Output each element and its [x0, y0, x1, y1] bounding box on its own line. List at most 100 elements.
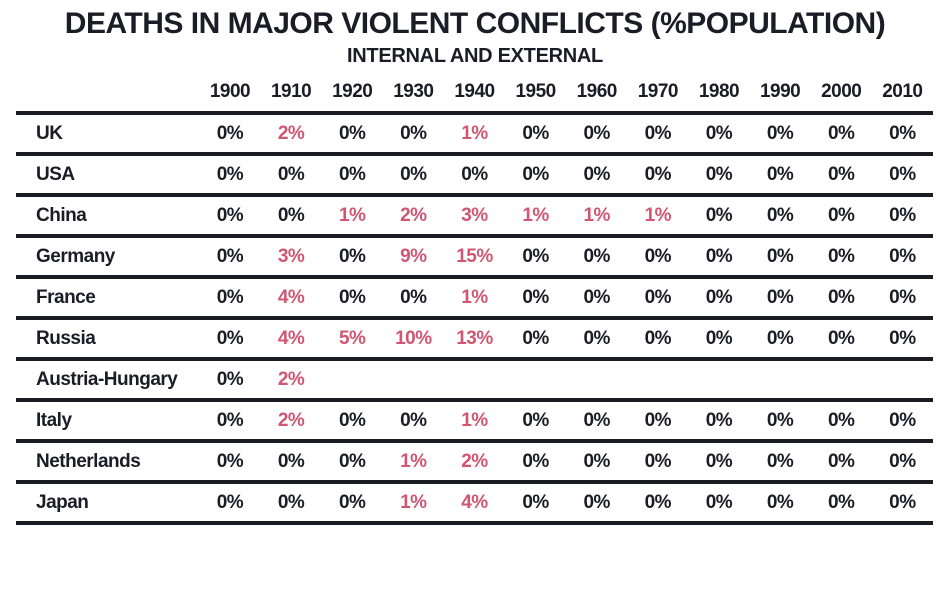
row-label-country: France — [36, 286, 96, 308]
cell-value — [811, 359, 872, 400]
cell-value: 0% — [400, 409, 427, 431]
cell-value: 0% — [644, 245, 672, 267]
cell-value: 0% — [705, 491, 733, 513]
cell-value: 0% — [216, 204, 244, 226]
column-header-year: 1950 — [515, 81, 556, 102]
cell-value: 0% — [522, 286, 549, 308]
cell-value: 15% — [456, 245, 493, 267]
cell-value: 2% — [461, 450, 488, 472]
row-label-country: Netherlands — [36, 450, 141, 472]
cell-value: 2% — [277, 409, 305, 431]
cell-value: 0% — [889, 491, 916, 513]
cell-value: 0% — [889, 204, 916, 226]
cell-value: 3% — [461, 204, 488, 226]
cell-value: 0% — [400, 163, 427, 185]
page-title: DEATHS IN MAJOR VIOLENT CONFLICTS (%POPU… — [64, 7, 886, 40]
cell-value: 0% — [889, 450, 916, 472]
cell-value: 0% — [766, 327, 794, 349]
row-label-country: China — [36, 204, 87, 226]
cell-value: 1% — [461, 409, 488, 431]
cell-value: 0% — [766, 204, 794, 226]
cell-value: 0% — [827, 163, 855, 185]
cell-value: 0% — [705, 409, 733, 431]
cell-value: 0% — [644, 122, 672, 144]
table-row: UK 0% 2% 0% 0% 1% 0% 0% 0% 0% 0% 0% 0% — [16, 113, 933, 154]
cell-value: 0% — [705, 327, 733, 349]
table-row: Austria-Hungary 0% 2% — [16, 359, 933, 400]
cell-value: 0% — [216, 327, 244, 349]
row-label-country: Russia — [36, 327, 96, 349]
cell-value: 0% — [644, 450, 672, 472]
cell-value: 0% — [522, 409, 549, 431]
row-label-country: Italy — [36, 409, 72, 431]
cell-value: 13% — [456, 327, 493, 349]
cell-value — [750, 359, 811, 400]
row-label-country: Germany — [36, 245, 115, 267]
cell-value: 0% — [827, 491, 855, 513]
cell-value: 0% — [583, 163, 610, 185]
cell-value: 0% — [216, 245, 244, 267]
row-label-country: UK — [36, 122, 63, 144]
cell-value: 0% — [461, 163, 488, 185]
cell-value: 1% — [583, 204, 610, 226]
column-header-year: 2000 — [821, 81, 862, 102]
cell-value: 0% — [889, 163, 916, 185]
cell-value: 0% — [522, 450, 549, 472]
column-header-year: 1960 — [576, 81, 618, 102]
column-header-year: 1970 — [637, 81, 679, 102]
cell-value: 1% — [400, 450, 427, 472]
cell-value: 0% — [338, 409, 366, 431]
cell-value: 10% — [395, 327, 432, 349]
column-header-year: 1990 — [759, 81, 801, 102]
cell-value: 1% — [338, 204, 366, 226]
cell-value: 0% — [338, 245, 366, 267]
page-subtitle: INTERNAL AND EXTERNAL — [347, 45, 603, 67]
cell-value: 0% — [216, 286, 244, 308]
cell-value: 0% — [522, 491, 549, 513]
cell-value: 0% — [583, 450, 610, 472]
table-row: Russia 0% 4% 5% 10% 13% 0% 0% 0% 0% 0% 0% 0% — [16, 318, 933, 359]
cell-value: 0% — [766, 163, 794, 185]
cell-value: 0% — [705, 163, 733, 185]
cell-value: 0% — [827, 286, 855, 308]
cell-value: 0% — [889, 286, 916, 308]
cell-value: 0% — [827, 204, 855, 226]
cell-value: 0% — [338, 491, 366, 513]
cell-value: 0% — [644, 163, 672, 185]
column-header-year: 1940 — [454, 81, 495, 102]
cell-value — [872, 359, 933, 400]
cell-value: 0% — [705, 286, 733, 308]
cell-value: 0% — [338, 122, 366, 144]
cell-value: 0% — [216, 409, 244, 431]
cell-value: 0% — [889, 409, 916, 431]
cell-value: 0% — [827, 122, 855, 144]
cell-value: 1% — [522, 204, 549, 226]
cell-value: 0% — [827, 450, 855, 472]
column-header-year: 1900 — [209, 81, 251, 102]
cell-value: 0% — [766, 409, 794, 431]
cell-value — [688, 359, 749, 400]
cell-value: 0% — [705, 245, 733, 267]
cell-value: 0% — [338, 163, 366, 185]
cell-value: 0% — [766, 450, 794, 472]
cell-value: 0% — [889, 245, 916, 267]
table-row: Japan 0% 0% 0% 1% 4% 0% 0% 0% 0% 0% 0% 0% — [16, 482, 933, 523]
cell-value: 4% — [277, 286, 305, 308]
column-header-year: 1920 — [332, 81, 373, 102]
cell-value: 0% — [400, 122, 427, 144]
cell-value: 4% — [461, 491, 488, 513]
cell-value: 0% — [522, 327, 549, 349]
cell-value: 0% — [400, 286, 427, 308]
cell-value: 0% — [216, 122, 244, 144]
cell-value: 2% — [277, 368, 305, 390]
table-row: USA 0% 0% 0% 0% 0% 0% 0% 0% 0% 0% 0% 0% — [16, 154, 933, 195]
cell-value: 0% — [583, 327, 610, 349]
table-row: France 0% 4% 0% 0% 1% 0% 0% 0% 0% 0% 0% 0% — [16, 277, 933, 318]
cell-value: 1% — [644, 204, 672, 226]
cell-value: 0% — [766, 286, 794, 308]
cell-value: 1% — [461, 286, 488, 308]
cell-value: 0% — [277, 163, 305, 185]
cell-value: 0% — [889, 122, 916, 144]
cell-value: 0% — [644, 327, 672, 349]
